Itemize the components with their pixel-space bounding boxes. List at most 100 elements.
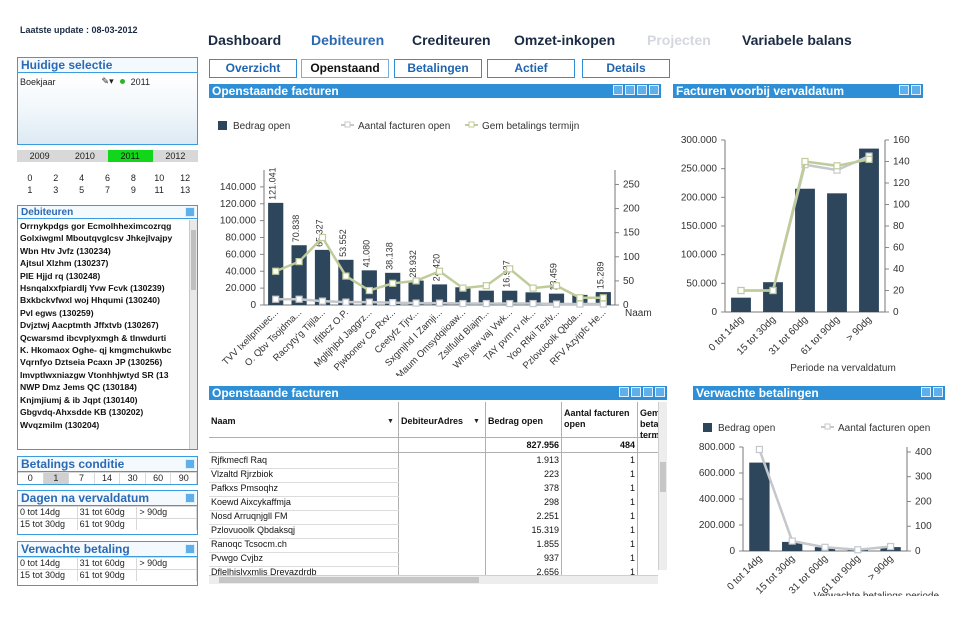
condition-option[interactable]: 30 bbox=[120, 473, 146, 484]
list-item[interactable]: Dvjztwj Aacptmth Jffxtvb (130267) bbox=[20, 319, 187, 331]
month-option[interactable]: 0 bbox=[17, 172, 43, 184]
column-header-aantal-facturen[interactable]: Aantal facturen open bbox=[562, 408, 638, 430]
list-item[interactable]: PIE Hjjd rq (130248) bbox=[20, 270, 187, 282]
list-item[interactable]: Orrnykpdgs gor Ecmolhheximcozrqg bbox=[20, 220, 187, 232]
month-option[interactable]: 5 bbox=[69, 184, 95, 196]
month-option[interactable]: 1 bbox=[17, 184, 43, 196]
maximize-icon[interactable] bbox=[655, 387, 665, 397]
table-cell-aantal: 1 bbox=[565, 483, 635, 493]
year-option[interactable]: 2010 bbox=[62, 150, 107, 162]
condition-option[interactable]: 14 bbox=[95, 473, 121, 484]
month-option[interactable]: 12 bbox=[172, 172, 198, 184]
data-label: 38.138 bbox=[385, 242, 395, 270]
condition-option[interactable]: 90 bbox=[171, 473, 197, 484]
nav-tab-debiteuren[interactable]: Debiteuren bbox=[311, 32, 384, 48]
year-selector: 2009 2010 2011 2012 bbox=[17, 150, 198, 162]
expected-option[interactable]: 31 tot 60dg bbox=[78, 558, 138, 569]
days-option[interactable]: > 90dg bbox=[137, 507, 197, 518]
list-item[interactable]: Bxkbckvfwxl woj Hhqumi (130240) bbox=[20, 294, 187, 306]
expected-option[interactable]: 0 tot 14dg bbox=[18, 558, 78, 569]
list-item[interactable]: Imvptlwxniazgw Vtonhhjwtyd SR (13 bbox=[20, 369, 187, 381]
maximize-icon[interactable] bbox=[649, 85, 659, 95]
print-icon[interactable] bbox=[619, 387, 629, 397]
search-icon[interactable] bbox=[185, 493, 195, 503]
maximize-icon[interactable] bbox=[911, 85, 921, 95]
list-item[interactable]: Golxiwgml Mboutqvglcsv Jhkejlvajpy bbox=[20, 232, 187, 244]
month-option[interactable]: 4 bbox=[69, 172, 95, 184]
search-icon[interactable] bbox=[185, 207, 195, 217]
sort-dropdown-icon[interactable]: ▼ bbox=[473, 418, 480, 425]
list-item[interactable]: Qcwarsmd ibcvplyxmgh & tlnwdurti bbox=[20, 332, 187, 344]
subtab-openstaand[interactable]: Openstaand bbox=[301, 59, 389, 78]
nav-tab-omzet-inkopen[interactable]: Omzet-inkopen bbox=[514, 32, 615, 48]
days-option[interactable]: 15 tot 30dg bbox=[18, 519, 78, 530]
table-vertical-scrollbar[interactable] bbox=[658, 402, 667, 570]
print-icon[interactable] bbox=[899, 85, 909, 95]
sort-dropdown-icon[interactable]: ▼ bbox=[387, 418, 394, 425]
xl-icon[interactable] bbox=[625, 85, 635, 95]
condition-option[interactable]: 0 bbox=[18, 473, 44, 484]
table-cell-aantal: 1 bbox=[565, 497, 635, 507]
search-icon[interactable] bbox=[185, 459, 195, 469]
month-option[interactable]: 2 bbox=[43, 172, 69, 184]
xl-icon[interactable] bbox=[631, 387, 641, 397]
minimize-icon[interactable] bbox=[643, 387, 653, 397]
table-cell-aantal: 1 bbox=[565, 539, 635, 549]
debiteuren-scrollbar[interactable] bbox=[189, 220, 197, 449]
expected-option[interactable]: 15 tot 30dg bbox=[18, 570, 78, 581]
days-option[interactable]: 0 tot 14dg bbox=[18, 507, 78, 518]
subtab-betalingen[interactable]: Betalingen bbox=[394, 59, 482, 78]
month-option[interactable]: 11 bbox=[146, 184, 172, 196]
month-option[interactable]: 9 bbox=[120, 184, 146, 196]
print-icon[interactable] bbox=[613, 85, 623, 95]
year-option[interactable]: 2009 bbox=[17, 150, 62, 162]
expected-option[interactable]: 61 tot 90dg bbox=[78, 570, 138, 581]
column-header-bedrag-open[interactable]: Bedrag open bbox=[486, 416, 562, 427]
payment-condition-box: Betalings conditie 0 1 7 14 30 60 90 bbox=[17, 456, 198, 485]
subtab-overzicht[interactable]: Overzicht bbox=[209, 59, 297, 78]
days-option[interactable]: 31 tot 60dg bbox=[78, 507, 138, 518]
month-option[interactable]: 3 bbox=[43, 184, 69, 196]
nav-tab-dashboard[interactable]: Dashboard bbox=[208, 32, 281, 48]
subtab-actief[interactable]: Actief bbox=[487, 59, 575, 78]
list-item[interactable]: NWP Dmz Jems QC (130184) bbox=[20, 381, 187, 393]
list-item[interactable]: Ajtsul Xlzhm (130237) bbox=[20, 257, 187, 269]
search-icon[interactable] bbox=[185, 544, 195, 554]
list-item[interactable]: Gbgvdq-Ahxsdde KB (130202) bbox=[20, 406, 187, 418]
x-axis-label: Naam bbox=[625, 308, 652, 319]
year-option[interactable]: 2012 bbox=[153, 150, 198, 162]
condition-option[interactable]: 7 bbox=[69, 473, 95, 484]
list-item[interactable]: Hsnqalxxfpiardlj Yvw Fcvk (130239) bbox=[20, 282, 187, 294]
nav-tab-crediteuren[interactable]: Crediteuren bbox=[412, 32, 491, 48]
subtab-details[interactable]: Details bbox=[582, 59, 670, 78]
days-option[interactable]: 61 tot 90dg bbox=[78, 519, 138, 530]
nav-tab-variabele-balans[interactable]: Variabele balans bbox=[742, 32, 852, 48]
month-option[interactable]: 13 bbox=[172, 184, 198, 196]
list-item[interactable]: Pvl egws (130259) bbox=[20, 307, 187, 319]
condition-option[interactable]: 60 bbox=[146, 473, 172, 484]
month-option[interactable]: 7 bbox=[95, 184, 121, 196]
table-title: Openstaande facturen bbox=[212, 386, 339, 400]
series-point bbox=[273, 268, 279, 274]
data-label: 41.080 bbox=[361, 240, 371, 268]
list-item[interactable]: Vqrnfyo Dztseia Pcaxn JP (130256) bbox=[20, 356, 187, 368]
column-header-naam[interactable]: Naam bbox=[209, 416, 397, 427]
selection-edit-icon[interactable]: ✎▾ bbox=[102, 76, 114, 87]
list-item[interactable]: Wbn Htv Jvfz (130234) bbox=[20, 245, 187, 257]
list-item[interactable]: Knjmjiumj & ib Jqpt (130140) bbox=[20, 394, 187, 406]
expected-option[interactable]: > 90dg bbox=[137, 558, 197, 569]
table-cell-naam: Pvwgo Cvjbz bbox=[211, 553, 395, 563]
maximize-icon[interactable] bbox=[933, 387, 943, 397]
month-option[interactable]: 8 bbox=[120, 172, 146, 184]
month-option[interactable]: 6 bbox=[95, 172, 121, 184]
condition-option-selected[interactable]: 1 bbox=[44, 473, 70, 484]
y-tick-label: 0 bbox=[729, 546, 735, 557]
category-label: > 90dg bbox=[866, 553, 896, 583]
minimize-icon[interactable] bbox=[637, 85, 647, 95]
year-option-selected[interactable]: 2011 bbox=[108, 150, 153, 162]
print-icon[interactable] bbox=[921, 387, 931, 397]
month-option[interactable]: 10 bbox=[146, 172, 172, 184]
list-item[interactable]: K. Hkomaox Oghe- qj kmgmchukwbc bbox=[20, 344, 187, 356]
table-horizontal-scrollbar[interactable] bbox=[209, 575, 658, 584]
list-item[interactable]: Wvqzmilm (130204) bbox=[20, 419, 187, 431]
